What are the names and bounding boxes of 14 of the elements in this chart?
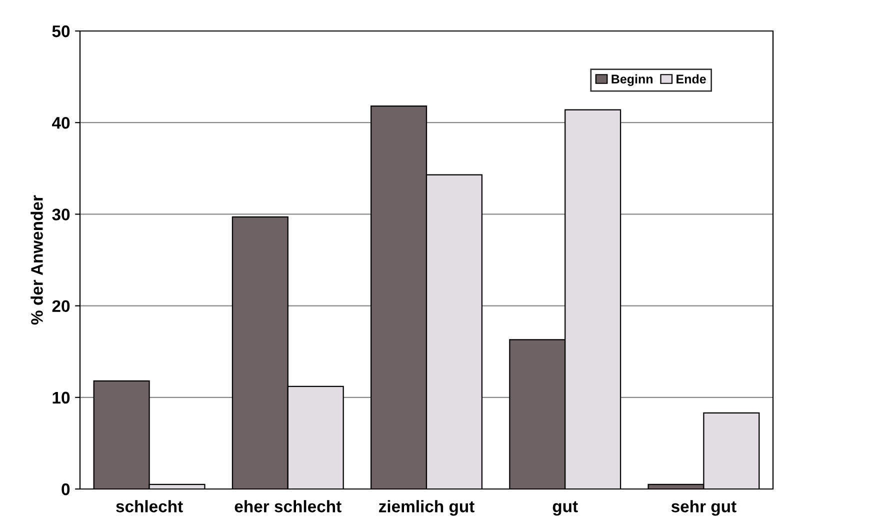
x-tick-label: schlecht [116,500,183,512]
x-tick-label: gut [552,501,578,516]
y-tick-label: 0 [62,483,70,496]
y-axis-title: % der Anwender [30,195,43,325]
y-tick-label: 10 [52,392,70,404]
y-tick-label: 50 [52,25,70,38]
y-tick-label: 30 [52,208,70,220]
x-tick-label: eher schlecht [234,500,342,512]
y-tick-label: 40 [52,117,70,129]
x-tick-label: sehr gut [671,500,736,516]
y-tick-label: 20 [52,300,70,312]
x-tick-label: ziemlich gut [379,500,474,516]
legend-label: Beginn [612,74,652,86]
legend-label: Ende [676,74,706,84]
